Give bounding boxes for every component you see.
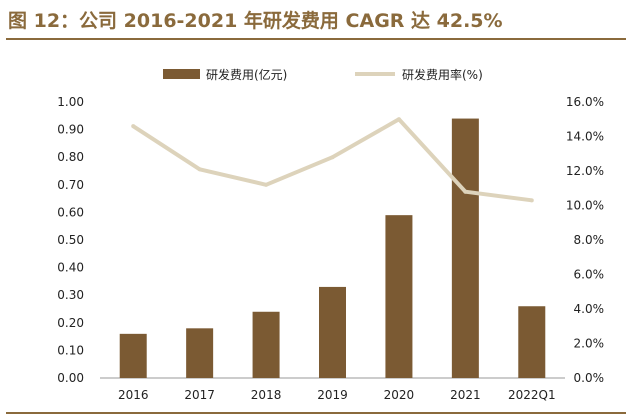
x-tick-label: 2021 xyxy=(450,388,481,402)
y-right-tick-label: 16.0% xyxy=(566,95,604,109)
rate-point xyxy=(330,155,335,160)
y-right-tick-label: 6.0% xyxy=(574,268,605,282)
y-right-tick-label: 14.0% xyxy=(566,130,604,144)
title-divider xyxy=(6,38,626,40)
bar xyxy=(451,118,479,378)
rate-point xyxy=(463,189,468,194)
legend-label-line: 研发费用率(%) xyxy=(402,67,483,82)
y-left-tick-label: 0.90 xyxy=(57,123,84,137)
chart-title: 图 12：公司 2016-2021 年研发费用 CAGR 达 42.5% xyxy=(8,10,503,32)
x-tick-label: 2022Q1 xyxy=(508,388,556,402)
y-left-tick-label: 0.30 xyxy=(57,288,84,302)
y-left-tick-label: 0.80 xyxy=(57,150,84,164)
y-left-tick-label: 1.00 xyxy=(57,95,84,109)
rate-point xyxy=(131,124,136,129)
y-right-tick-label: 12.0% xyxy=(566,164,604,178)
y-left-tick-label: 0.10 xyxy=(57,343,84,357)
bar xyxy=(119,333,147,378)
bar xyxy=(319,286,346,378)
bar xyxy=(252,311,280,378)
bar xyxy=(385,215,413,378)
x-tick-label: 2017 xyxy=(184,388,215,402)
legend-label-bar: 研发费用(亿元) xyxy=(206,67,287,82)
y-left-tick-label: 0.40 xyxy=(57,261,84,275)
y-left-tick-label: 0.20 xyxy=(57,316,84,330)
x-tick-label: 2016 xyxy=(118,388,149,402)
y-left-tick-label: 0.60 xyxy=(57,205,84,219)
y-right-tick-label: 10.0% xyxy=(566,199,604,213)
bar xyxy=(518,306,546,378)
rate-point xyxy=(264,182,269,187)
legend-swatch-bar xyxy=(163,69,200,79)
y-right-tick-label: 8.0% xyxy=(574,233,605,247)
bar xyxy=(186,328,214,378)
x-tick-label: 2018 xyxy=(251,388,282,402)
rate-point xyxy=(529,198,534,203)
rate-point xyxy=(197,167,202,172)
y-left-tick-label: 0.00 xyxy=(57,371,84,385)
rate-point xyxy=(396,117,401,122)
y-right-tick-label: 0.0% xyxy=(574,371,605,385)
bottom-divider xyxy=(6,412,626,414)
x-tick-label: 2020 xyxy=(384,388,415,402)
y-left-tick-label: 0.70 xyxy=(57,178,84,192)
y-right-tick-label: 4.0% xyxy=(574,302,605,316)
y-right-tick-label: 2.0% xyxy=(574,337,605,351)
y-left-tick-label: 0.50 xyxy=(57,233,84,247)
x-tick-label: 2019 xyxy=(317,388,348,402)
